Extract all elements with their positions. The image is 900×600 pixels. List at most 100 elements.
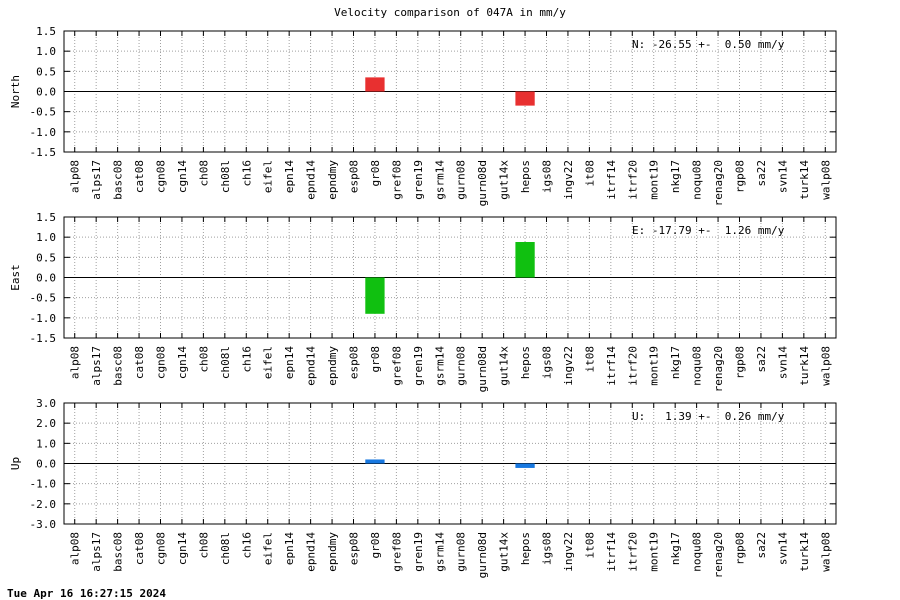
x-tick-label: hepos (519, 160, 532, 193)
x-tick-label: alp08 (69, 346, 82, 379)
y-tick-label: -1.5 (30, 146, 57, 159)
panel-annotation: U: 1.39 +- 0.26 mm/y (632, 410, 785, 423)
y-tick-label: 0.5 (36, 65, 56, 78)
x-tick-label: cgn14 (176, 160, 189, 193)
x-tick-label: igs08 (541, 532, 554, 565)
x-tick-label: eifel (262, 532, 275, 565)
x-tick-label: cat08 (133, 160, 146, 193)
x-tick-label: gut14x (498, 346, 511, 386)
x-tick-label: mont19 (648, 532, 661, 572)
x-tick-label: gref08 (390, 346, 403, 386)
y-tick-label: 0.5 (36, 251, 56, 264)
footer-timestamp: Tue Apr 16 16:27:15 2024 (7, 587, 166, 600)
x-tick-label: gurn08d (476, 532, 489, 578)
x-tick-label: ch08l (219, 532, 232, 565)
x-tick-label: epndmy (326, 346, 339, 386)
x-tick-label: gren19 (412, 532, 425, 572)
x-tick-label: ingv22 (562, 160, 575, 200)
x-tick-label: alps17 (90, 346, 103, 386)
panel-annotation: N: -26.55 +- 0.50 mm/y (632, 38, 785, 51)
y-tick-label: 0.0 (36, 86, 56, 99)
y-tick-label: -0.5 (30, 106, 57, 119)
x-tick-label: it08 (583, 346, 596, 373)
x-tick-label: itrf20 (626, 346, 639, 386)
x-tick-label: eifel (262, 160, 275, 193)
x-tick-label: cgn08 (155, 160, 168, 193)
x-tick-label: cgn08 (155, 346, 168, 379)
y-tick-label: 1.5 (36, 25, 56, 38)
x-tick-label: gut14x (498, 532, 511, 572)
x-tick-label: esp08 (348, 532, 361, 565)
x-tick-label: ch16 (240, 160, 253, 187)
x-tick-label: hepos (519, 346, 532, 379)
x-tick-label: ch16 (240, 532, 253, 559)
plot-frame (63, 402, 837, 525)
x-tick-label: basc08 (112, 160, 125, 200)
x-tick-label: epnd14 (305, 346, 318, 386)
x-tick-label: basc08 (112, 346, 125, 386)
x-tick-label: gurn08d (476, 346, 489, 392)
y-tick-label: 1.5 (36, 211, 56, 224)
panel-up: 3.0 2.0 1.0 0.0 -1.0 -2.0 -3.0 U: 1.39 +- 0.26 … (9, 397, 837, 578)
x-tick-label: igs08 (541, 160, 554, 193)
x-tick-label: turk14 (798, 532, 811, 572)
y-tick-label: 1.0 (36, 231, 56, 244)
y-tick-label: -1.5 (30, 332, 57, 345)
bar-gr08 (365, 77, 385, 92)
x-tick-label: nkg17 (669, 532, 682, 565)
x-tick-label: sa22 (755, 532, 768, 559)
x-tick-label: turk14 (798, 160, 811, 200)
x-tick-label: itrf20 (626, 532, 639, 572)
x-tick-label: alps17 (90, 532, 103, 572)
x-tick-label: itrf20 (626, 160, 639, 200)
bar-gr08 (365, 277, 385, 314)
x-tick-label: sa22 (755, 346, 768, 373)
x-tick-label: gsrm14 (433, 346, 446, 386)
y-tick-label: -1.0 (30, 126, 57, 139)
y-tick-label: -1.0 (30, 478, 57, 491)
x-tick-label: renag20 (712, 160, 725, 206)
x-tick-label: nkg17 (669, 160, 682, 193)
x-tick-label: walp08 (819, 160, 832, 200)
y-tick-label: -0.5 (30, 292, 57, 305)
x-tick-label: gurn08 (455, 532, 468, 572)
x-tick-label: ch08 (197, 160, 210, 187)
x-tick-label: esp08 (348, 346, 361, 379)
x-tick-label: epndmy (326, 532, 339, 572)
x-tick-label: itrf14 (605, 532, 618, 572)
x-tick-label: gurn08 (455, 160, 468, 200)
x-tick-label: turk14 (798, 346, 811, 386)
x-tick-label: epn14 (283, 532, 296, 565)
x-tick-label: gr08 (369, 346, 382, 373)
x-tick-label: cgn14 (176, 346, 189, 379)
x-tick-label: rgp08 (734, 346, 747, 379)
panel-annotation: E: -17.79 +- 1.26 mm/y (632, 224, 785, 237)
panel-east: 1.5 1.0 0.5 0.0 -0.5 -1.0 -1.5 E: -17.79 +- 1.2… (9, 211, 837, 392)
x-tick-label: epn14 (283, 346, 296, 379)
x-tick-label: noqu08 (691, 346, 704, 386)
x-tick-label: noqu08 (691, 532, 704, 572)
bar-hepos (515, 91, 535, 106)
x-tick-label: igs08 (541, 346, 554, 379)
x-tick-label: sa22 (755, 160, 768, 187)
x-tick-label: alp08 (69, 532, 82, 565)
x-tick-label: epndmy (326, 160, 339, 200)
x-tick-label: it08 (583, 160, 596, 187)
x-tick-label: svn14 (776, 346, 789, 379)
x-tick-label: ch08 (197, 532, 210, 559)
x-tick-label: cgn08 (155, 532, 168, 565)
y-axis-label: East (9, 264, 22, 291)
x-tick-label: gref08 (390, 532, 403, 572)
x-tick-label: renag20 (712, 346, 725, 392)
x-tick-label: nkg17 (669, 346, 682, 379)
x-tick-label: gsrm14 (433, 160, 446, 200)
x-tick-label: gurn08d (476, 160, 489, 206)
x-tick-label: gr08 (369, 160, 382, 187)
y-tick-label: -3.0 (30, 518, 57, 531)
x-tick-label: itrf14 (605, 160, 618, 200)
x-tick-label: ch16 (240, 346, 253, 373)
x-tick-label: it08 (583, 532, 596, 559)
bar-hepos (515, 242, 535, 278)
x-tick-label: renag20 (712, 532, 725, 578)
